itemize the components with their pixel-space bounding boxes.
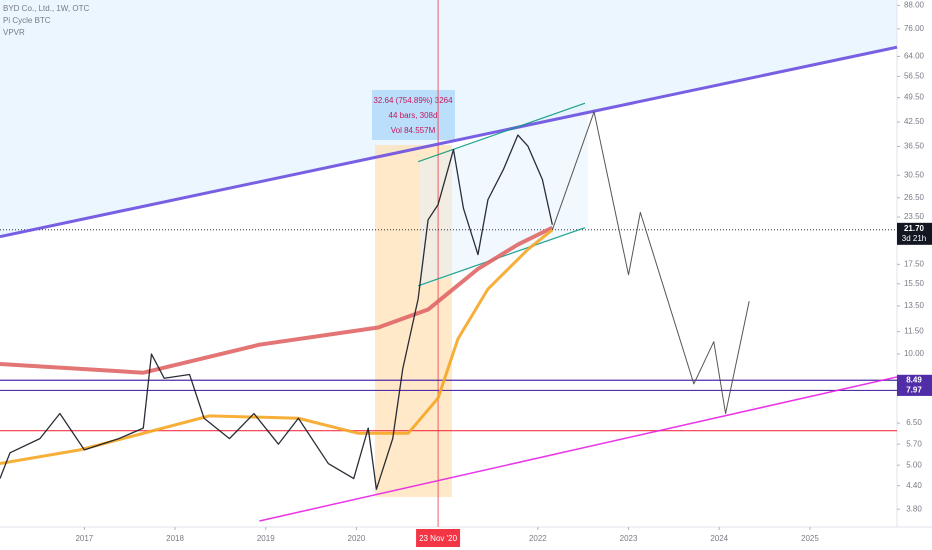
y-tick-label: 17.50	[904, 259, 925, 268]
y-tick-label: 6.50	[906, 418, 922, 427]
y-tick-label: 23.50	[904, 212, 925, 221]
level-label: 7.97	[906, 386, 922, 395]
y-tick-label: 30.50	[904, 170, 925, 179]
x-tick-label: 2024	[710, 534, 728, 543]
measure-box	[372, 90, 455, 140]
y-tick-label: 5.70	[906, 439, 922, 448]
y-tick-label: 15.50	[904, 279, 925, 288]
y-tick-label: 26.50	[904, 193, 925, 202]
level-tag	[897, 384, 932, 396]
x-tick-label: 2020	[348, 534, 366, 543]
y-tick-label: 64.00	[904, 52, 925, 61]
series-line	[0, 225, 554, 375]
date-marker-box	[416, 529, 461, 547]
measure-text: Vol 84.557M	[391, 126, 436, 135]
level-label: 8.49	[906, 375, 922, 384]
y-tick-label: 5.00	[906, 460, 922, 469]
x-tick-label: 2022	[529, 534, 547, 543]
chart-title: BYD Co., Ltd., 1W, OTC	[3, 4, 89, 13]
price-label: 21.70	[904, 224, 925, 233]
x-tick-label: 2019	[257, 534, 275, 543]
level-tag	[897, 374, 932, 386]
y-tick-label: 76.00	[904, 24, 925, 33]
series-line	[0, 45, 898, 239]
x-tick-label: 2023	[620, 534, 638, 543]
series-line	[551, 111, 750, 415]
y-tick-label: 36.50	[904, 142, 925, 151]
series-line	[0, 228, 554, 466]
y-tick-label: 4.40	[906, 481, 922, 490]
x-tick-label: 2018	[166, 534, 184, 543]
series-line	[0, 134, 553, 490]
indicator-label: VPVR	[3, 28, 25, 37]
x-tick-label: 2017	[75, 534, 93, 543]
series-line	[259, 376, 898, 522]
y-tick-label: 11.50	[904, 327, 924, 336]
countdown-label: 3d 21h	[902, 234, 926, 243]
x-tick-label: 2025	[801, 534, 819, 543]
indicator-label: Pi Cycle BTC	[3, 16, 51, 25]
y-tick-label: 3.80	[906, 504, 922, 513]
y-tick-label: 49.50	[904, 93, 925, 102]
measure-text: 44 bars, 308d	[389, 111, 438, 120]
y-tick-label: 42.50	[904, 117, 925, 126]
y-tick-label: 56.50	[904, 72, 925, 81]
measure-text: 32.64 (754.89%) 3264	[373, 96, 453, 105]
date-marker-label: 23 Nov '20	[419, 534, 458, 543]
y-tick-label: 10.00	[904, 349, 925, 358]
y-tick-label: 88.00	[904, 0, 925, 9]
price-tag	[897, 222, 932, 245]
series-line	[417, 102, 586, 163]
y-tick-label: 13.50	[904, 301, 925, 310]
